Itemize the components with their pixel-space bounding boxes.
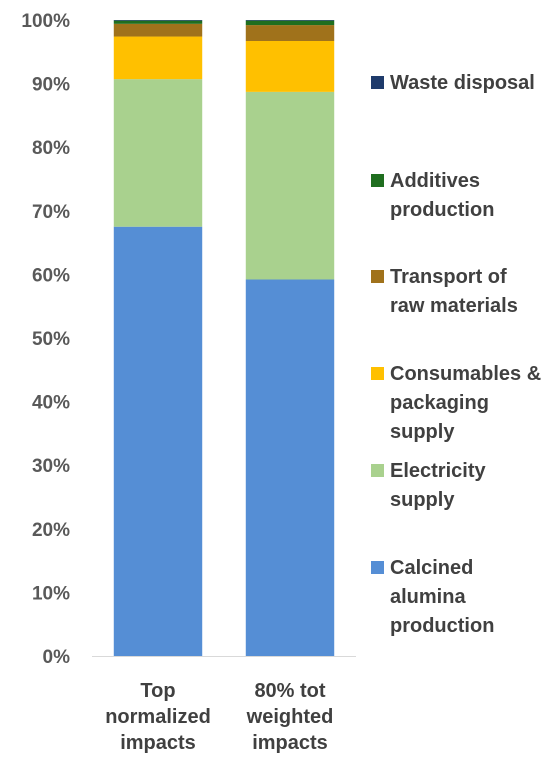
bar-segment xyxy=(245,20,335,21)
legend-swatch xyxy=(371,561,384,574)
y-tick-label: 40% xyxy=(32,393,70,414)
y-tick-label: 90% xyxy=(32,75,70,96)
legend-label: packaging xyxy=(390,392,489,414)
bar-segment xyxy=(245,279,335,656)
x-category-label: 80% tot xyxy=(254,680,325,702)
x-category-label: impacts xyxy=(252,732,328,754)
y-tick-label: 0% xyxy=(43,647,71,668)
bar-segment xyxy=(245,25,335,41)
bar-segment xyxy=(245,20,335,26)
legend-label: Electricity xyxy=(390,460,486,482)
y-tick-label: 10% xyxy=(32,583,70,604)
legend-label: Transport of xyxy=(390,266,507,288)
bar-segment xyxy=(113,20,203,24)
legend-label: Calcined xyxy=(390,557,473,579)
legend-swatch xyxy=(371,270,384,283)
x-category-label: Top xyxy=(140,680,175,702)
legend-label: Additives xyxy=(390,170,480,192)
legend-label: supply xyxy=(390,421,455,443)
legend-label: Consumables & xyxy=(390,363,541,385)
bar-segment xyxy=(113,23,203,37)
y-tick-label: 60% xyxy=(32,265,70,286)
bar-segment xyxy=(245,40,335,92)
legend-label: alumina xyxy=(390,586,466,608)
x-category-label: normalized xyxy=(105,706,211,728)
legend-swatch xyxy=(371,76,384,89)
y-tick-label: 80% xyxy=(32,138,70,159)
bar-segment xyxy=(245,91,335,280)
legend-swatch xyxy=(371,464,384,477)
y-tick-label: 70% xyxy=(32,202,70,223)
bar-segment xyxy=(113,79,203,227)
y-tick-label: 20% xyxy=(32,520,70,541)
legend-label: raw materials xyxy=(390,295,518,317)
x-category-label: impacts xyxy=(120,732,196,754)
legend: Calcined alumina production Electricity supp… xyxy=(371,72,541,637)
bar-segment xyxy=(113,226,203,656)
legend-swatch xyxy=(371,367,384,380)
legend-label: Waste disposal xyxy=(390,72,535,94)
x-axis: Top normalized impacts 80% tot weighted impac… xyxy=(105,680,333,754)
y-tick-label: 50% xyxy=(32,329,70,350)
legend-label: production xyxy=(390,199,494,221)
legend-label: supply xyxy=(390,489,455,511)
bar-segment xyxy=(113,20,203,21)
x-category-label: weighted xyxy=(246,706,334,728)
y-tick-label: 100% xyxy=(21,11,70,32)
y-tick-label: 30% xyxy=(32,456,70,477)
y-axis: 0% 10% 20% 30% 40% 50% 60% 70% 80% 90% 100% xyxy=(21,11,356,668)
bars xyxy=(113,20,335,656)
legend-swatch xyxy=(371,174,384,187)
bar-segment xyxy=(113,36,203,80)
legend-label: production xyxy=(390,615,494,637)
